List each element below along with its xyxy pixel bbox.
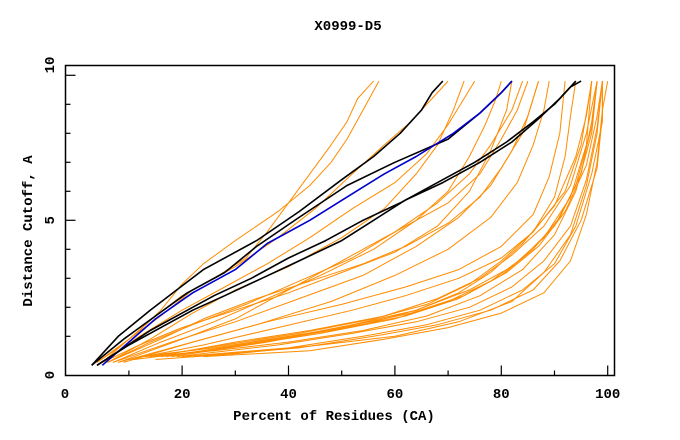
x-tick-label: 0 xyxy=(61,387,69,403)
x-tick-label: 80 xyxy=(493,387,510,403)
x-axis-ticks xyxy=(128,365,609,376)
series-line-orange-11 xyxy=(123,81,566,363)
series-line-orange-8 xyxy=(112,80,539,363)
y-axis-tick-labels: 0 5 10 xyxy=(43,57,59,380)
series-line-blue xyxy=(101,80,513,366)
chart-title: X0999-D5 xyxy=(314,19,381,35)
series-line-orange-27 xyxy=(102,81,513,363)
series-line-orange-13 xyxy=(139,81,593,358)
series-line-orange-15 xyxy=(155,80,598,358)
x-tick-label: 100 xyxy=(595,387,620,403)
series-line-orange-14 xyxy=(150,81,593,358)
series-line-orange-7 xyxy=(112,80,502,363)
series-line-orange-25 xyxy=(155,81,603,360)
series-line-black-1 xyxy=(91,80,444,366)
series-line-orange-18 xyxy=(171,81,603,358)
series-layer xyxy=(91,80,609,366)
series-line-orange-19 xyxy=(176,81,603,358)
series-line-orange-20 xyxy=(182,81,603,358)
series-line-orange-22 xyxy=(134,81,593,360)
series-line-orange-4 xyxy=(102,80,476,363)
x-axis-tick-labels: 0 20 40 60 80 100 xyxy=(61,387,621,403)
y-tick-label: 0 xyxy=(43,371,59,379)
series-line-orange-12 xyxy=(128,81,577,360)
series-line-orange-24 xyxy=(203,81,609,358)
series-line-black-3 xyxy=(96,80,577,366)
series-line-orange-1 xyxy=(96,80,380,363)
x-tick-label: 60 xyxy=(386,387,403,403)
series-line-orange-21 xyxy=(192,81,603,358)
series-line-orange-5 xyxy=(107,80,465,363)
series-line-orange-10 xyxy=(118,80,529,363)
y-tick-label: 5 xyxy=(43,216,59,224)
series-line-orange-23 xyxy=(144,81,598,358)
series-line-black-4 xyxy=(96,80,582,366)
y-axis-label: Distance Cutoff, A xyxy=(21,155,37,307)
x-axis-label: Percent of Residues (CA) xyxy=(233,409,435,425)
y-axis-ticks xyxy=(65,74,76,337)
x-tick-label: 20 xyxy=(174,387,191,403)
y-tick-label: 10 xyxy=(43,57,59,74)
x-tick-label: 40 xyxy=(280,387,297,403)
